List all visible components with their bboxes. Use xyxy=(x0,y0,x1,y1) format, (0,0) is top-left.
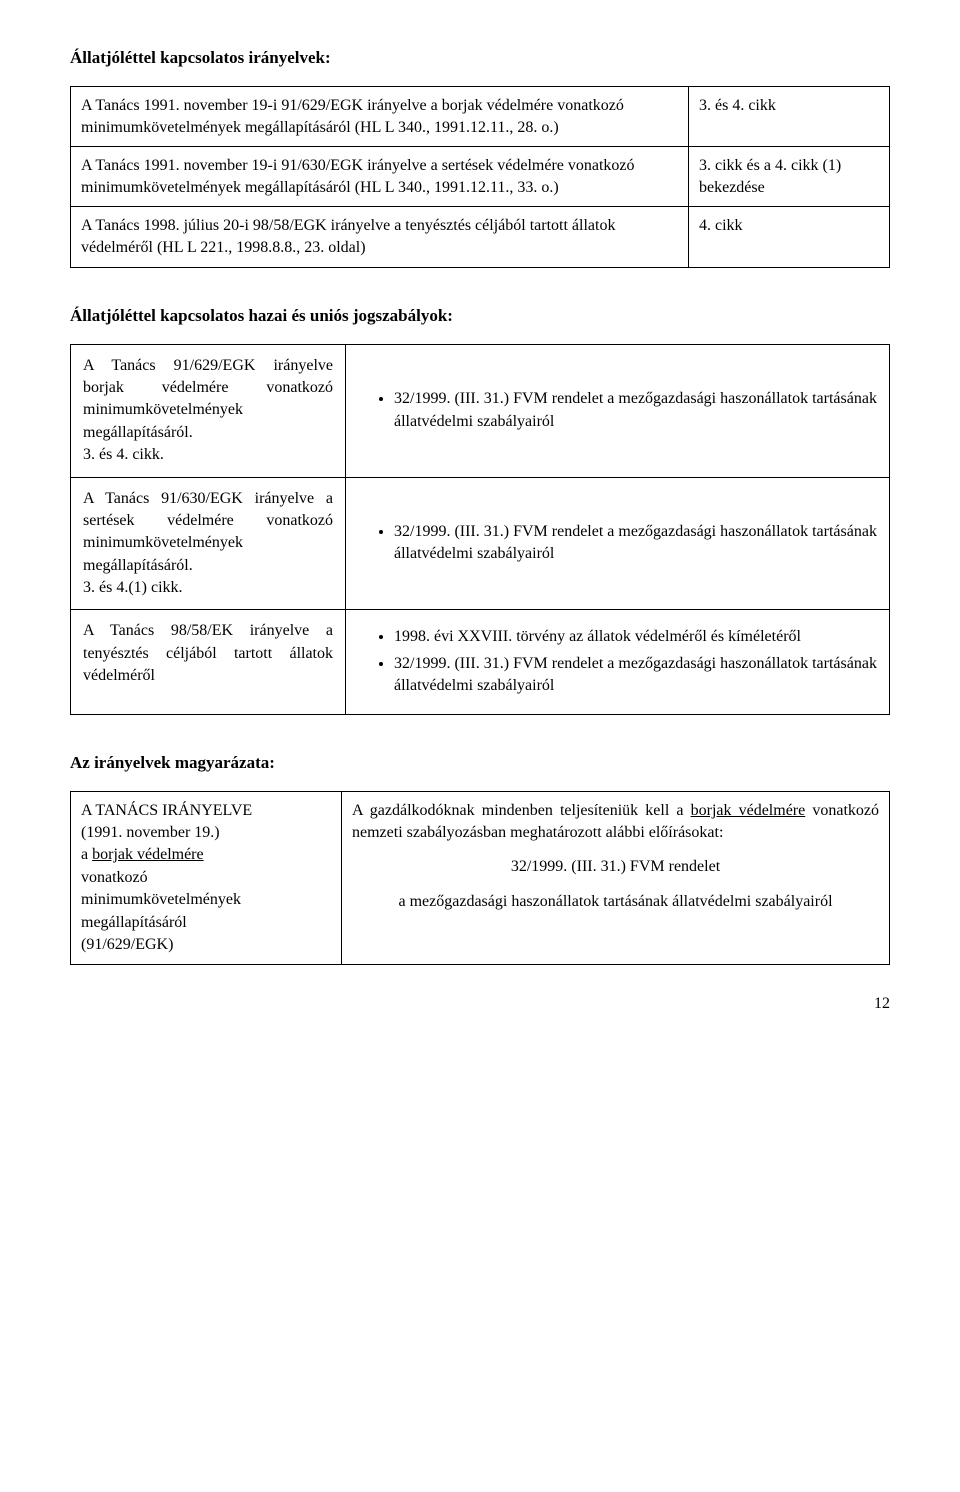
directive-cell: A Tanács 1991. november 19-i 91/630/EGK … xyxy=(71,147,689,207)
center-text: a mezőgazdasági haszonállatok tartásának… xyxy=(352,891,879,913)
text: A gazdálkodóknak mindenben teljesíteniük… xyxy=(352,802,691,819)
section-heading-2: Állatjóléttel kapcsolatos hazai és uniós… xyxy=(70,306,890,326)
table-row: A Tanács 91/629/EGK irányelve borjak véd… xyxy=(71,344,890,477)
related-right-cell: 32/1999. (III. 31.) FVM rendelet a mezőg… xyxy=(346,477,890,610)
text: A Tanács 91/630/EGK irányelve a sertések… xyxy=(83,490,333,574)
related-right-cell: 1998. évi XXVIII. törvény az állatok véd… xyxy=(346,610,890,714)
text: (1991. november 19.) xyxy=(81,824,220,841)
text: megállapításáról xyxy=(81,914,187,931)
related-left-cell: A Tanács 91/629/EGK irányelve borjak véd… xyxy=(71,344,346,477)
directives-table: A Tanács 1991. november 19-i 91/629/EGK … xyxy=(70,86,890,268)
bullet-list: 32/1999. (III. 31.) FVM rendelet a mezőg… xyxy=(358,521,877,566)
table-row: A Tanács 1991. november 19-i 91/630/EGK … xyxy=(71,147,890,207)
article-cell: 4. cikk xyxy=(689,207,890,267)
list-item: 32/1999. (III. 31.) FVM rendelet a mezőg… xyxy=(394,653,877,698)
bullet-list: 32/1999. (III. 31.) FVM rendelet a mezőg… xyxy=(358,388,877,433)
list-item: 32/1999. (III. 31.) FVM rendelet a mezőg… xyxy=(394,521,877,566)
article-cell: 3. cikk és a 4. cikk (1) bekezdése xyxy=(689,147,890,207)
related-table: A Tanács 91/629/EGK irányelve borjak véd… xyxy=(70,344,890,715)
underlined-text: borjak védelmére xyxy=(691,802,806,819)
page-number: 12 xyxy=(70,965,890,1013)
table-row: A TANÁCS IRÁNYELVE (1991. november 19.) … xyxy=(71,791,890,965)
list-item: 32/1999. (III. 31.) FVM rendelet a mezőg… xyxy=(394,388,877,433)
explanation-table: A TANÁCS IRÁNYELVE (1991. november 19.) … xyxy=(70,791,890,966)
related-right-cell: 32/1999. (III. 31.) FVM rendelet a mezőg… xyxy=(346,344,890,477)
center-text: 32/1999. (III. 31.) FVM rendelet xyxy=(352,856,879,878)
section-heading-1: Állatjóléttel kapcsolatos irányelvek: xyxy=(70,48,890,68)
related-left-cell: A Tanács 91/630/EGK irányelve a sertések… xyxy=(71,477,346,610)
directive-cell: A Tanács 1998. július 20-i 98/58/EGK irá… xyxy=(71,207,689,267)
directive-cell: A Tanács 1991. november 19-i 91/629/EGK … xyxy=(71,87,689,147)
text: vonatkozó xyxy=(81,869,148,886)
table-row: A Tanács 98/58/EK irányelve a tenyésztés… xyxy=(71,610,890,714)
text: minimumkövetelmények xyxy=(81,891,241,908)
list-item: 1998. évi XXVIII. törvény az állatok véd… xyxy=(394,626,877,648)
article-cell: 3. és 4. cikk xyxy=(689,87,890,147)
underlined-text: borjak védelmére xyxy=(92,846,204,863)
paragraph: A gazdálkodóknak mindenben teljesíteniük… xyxy=(352,800,879,845)
table-row: A Tanács 91/630/EGK irányelve a sertések… xyxy=(71,477,890,610)
text: 3. és 4.(1) cikk. xyxy=(83,579,183,596)
table-row: A Tanács 1991. november 19-i 91/629/EGK … xyxy=(71,87,890,147)
explain-right-cell: A gazdálkodóknak mindenben teljesíteniük… xyxy=(342,791,890,965)
text: A TANÁCS IRÁNYELVE xyxy=(81,802,252,819)
bullet-list: 1998. évi XXVIII. törvény az állatok véd… xyxy=(358,626,877,697)
text: (91/629/EGK) xyxy=(81,936,173,953)
explain-left-cell: A TANÁCS IRÁNYELVE (1991. november 19.) … xyxy=(71,791,342,965)
text: 3. és 4. cikk. xyxy=(83,446,164,463)
related-left-cell: A Tanács 98/58/EK irányelve a tenyésztés… xyxy=(71,610,346,714)
page: Állatjóléttel kapcsolatos irányelvek: A … xyxy=(0,0,960,1053)
text: a xyxy=(81,846,92,863)
text: A Tanács 98/58/EK irányelve a tenyésztés… xyxy=(83,622,333,684)
table-row: A Tanács 1998. július 20-i 98/58/EGK irá… xyxy=(71,207,890,267)
text: A Tanács 91/629/EGK irányelve borjak véd… xyxy=(83,357,333,441)
section-heading-3: Az irányelvek magyarázata: xyxy=(70,753,890,773)
